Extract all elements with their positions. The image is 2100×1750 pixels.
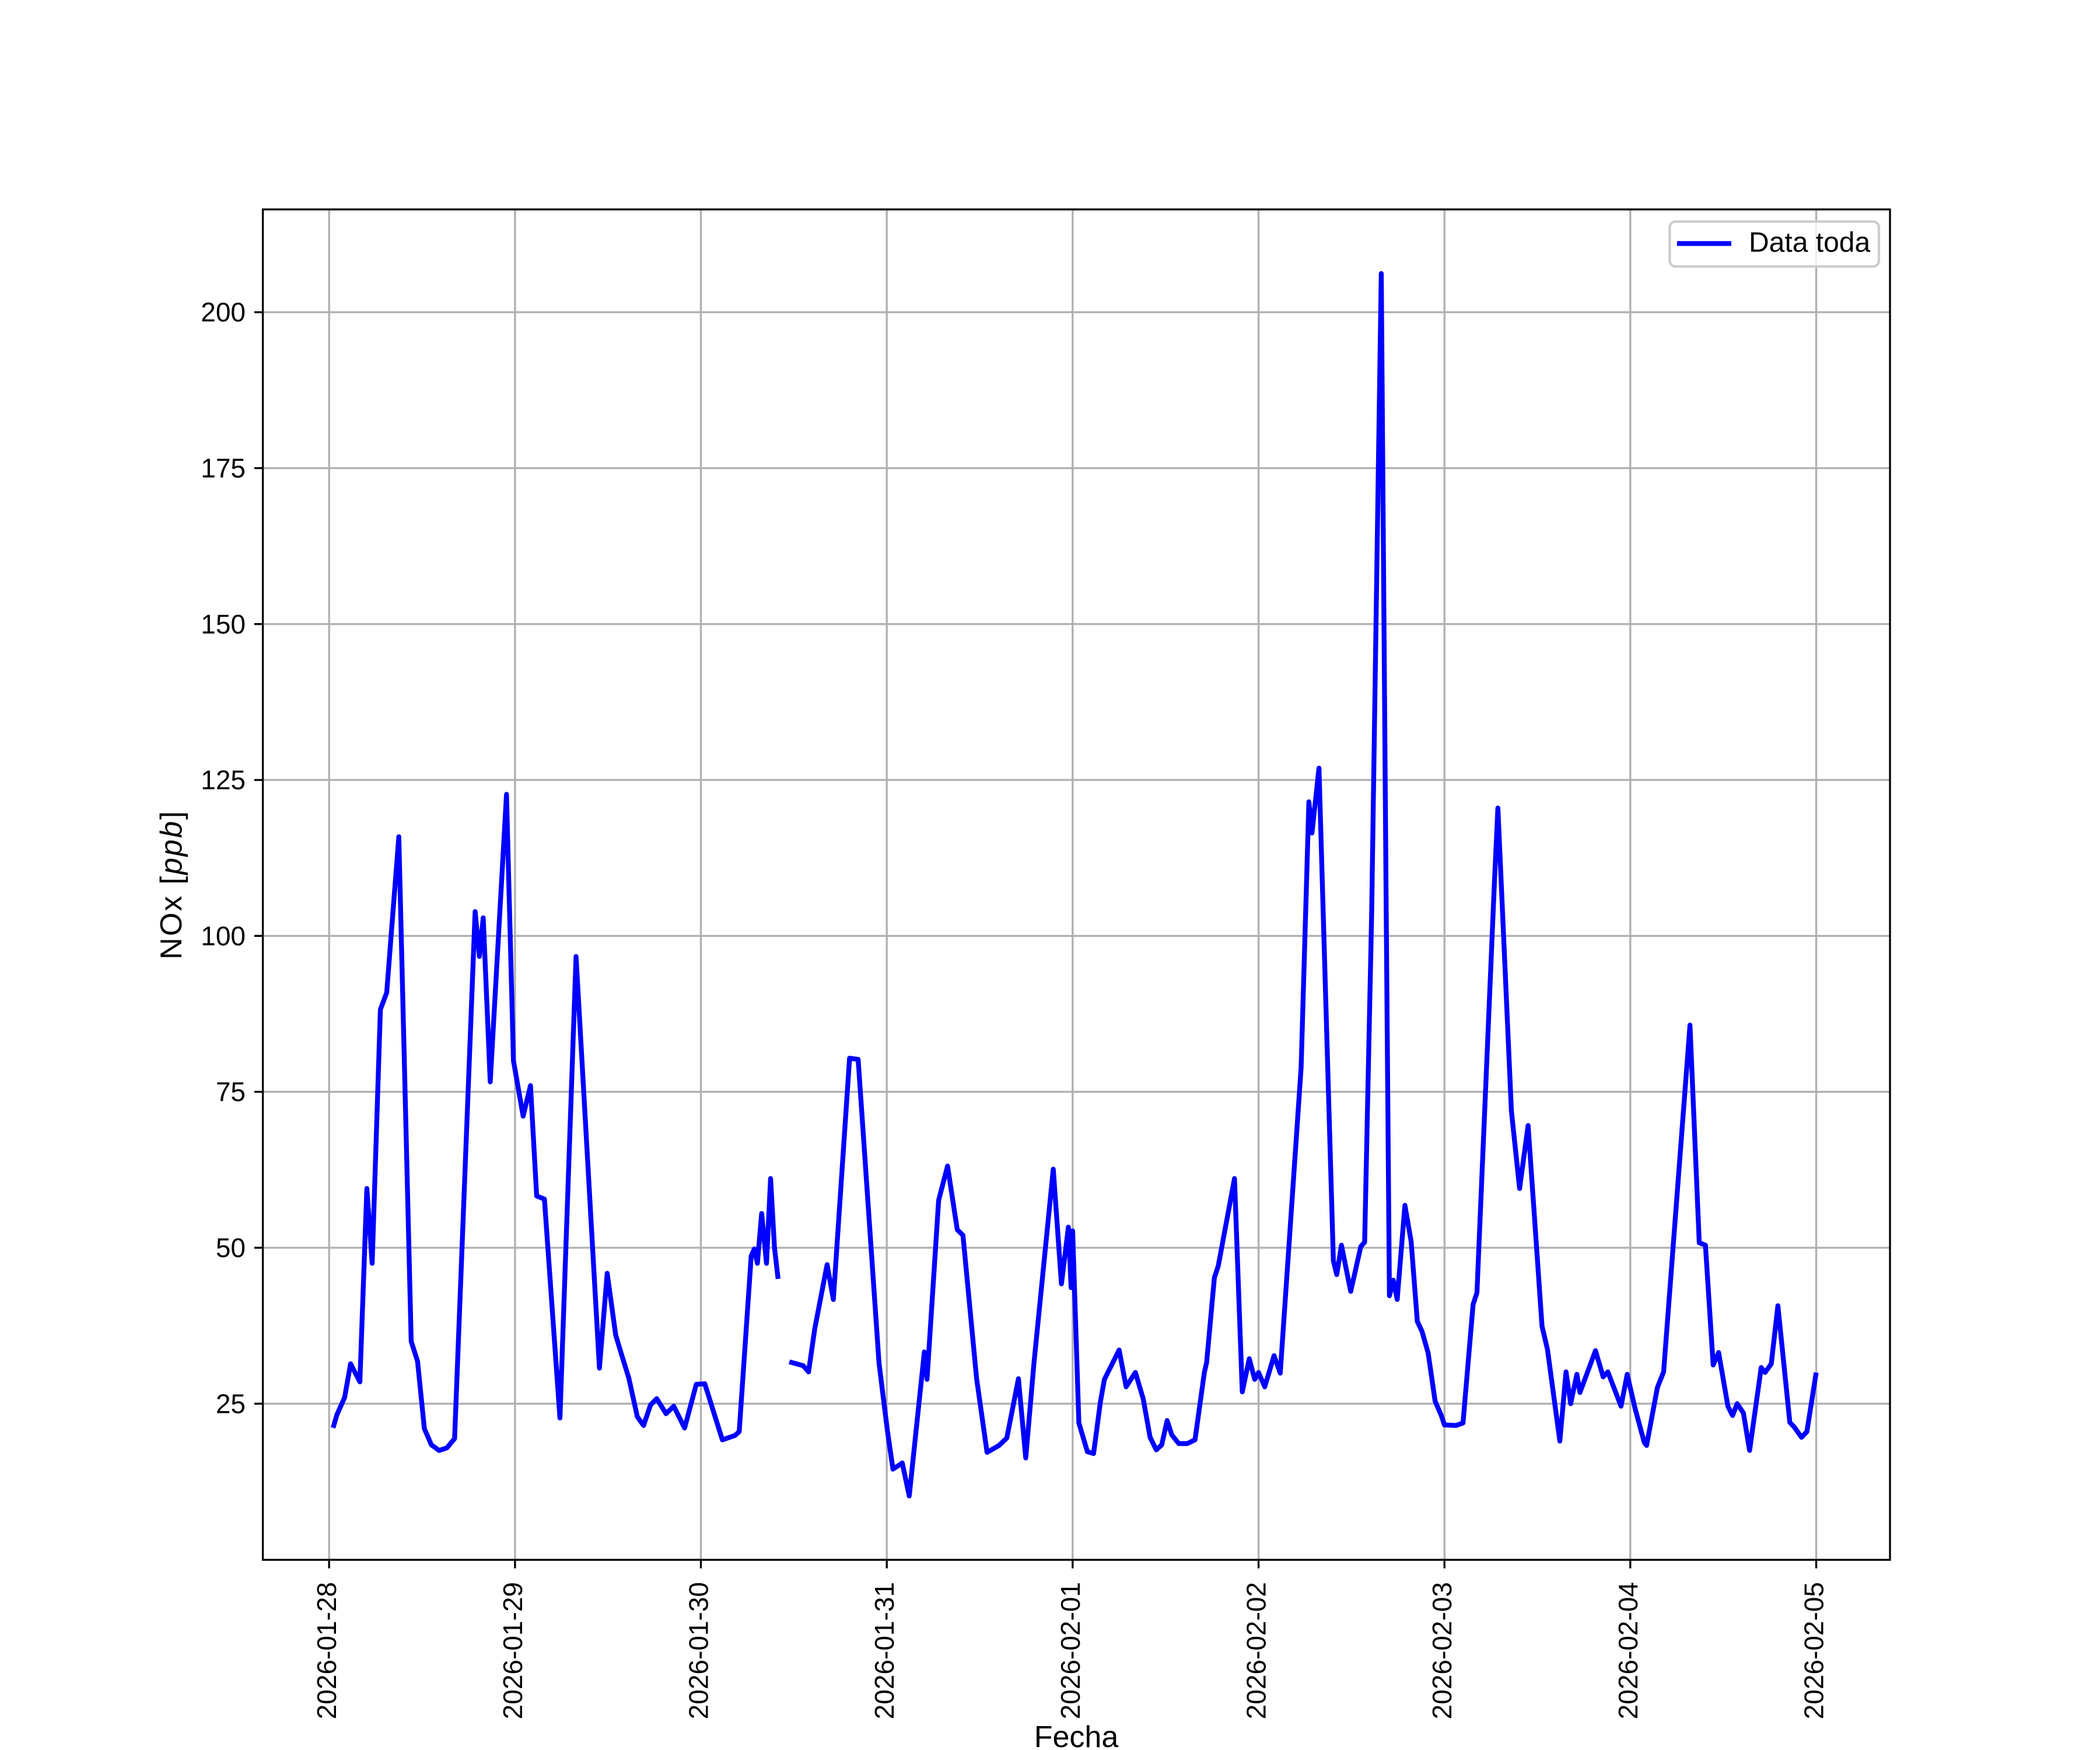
svg-text:2026-01-29: 2026-01-29: [498, 1582, 528, 1719]
svg-text:150: 150: [201, 609, 246, 639]
svg-text:2026-02-04: 2026-02-04: [1613, 1582, 1643, 1719]
svg-text:2026-01-31: 2026-01-31: [869, 1582, 900, 1719]
svg-text:2026-02-02: 2026-02-02: [1241, 1582, 1272, 1719]
svg-text:NOx [ppb]: NOx [ppb]: [155, 810, 188, 960]
svg-text:2026-01-28: 2026-01-28: [312, 1582, 342, 1719]
svg-text:100: 100: [201, 921, 246, 951]
svg-text:75: 75: [216, 1077, 246, 1107]
svg-text:2026-01-30: 2026-01-30: [684, 1582, 714, 1719]
svg-text:2026-02-01: 2026-02-01: [1055, 1582, 1086, 1719]
svg-text:2026-02-05: 2026-02-05: [1799, 1582, 1829, 1719]
svg-text:25: 25: [216, 1388, 246, 1419]
svg-text:50: 50: [216, 1233, 246, 1263]
svg-text:Data toda: Data toda: [1749, 228, 1870, 258]
svg-text:175: 175: [201, 453, 246, 484]
svg-text:200: 200: [201, 297, 246, 327]
svg-text:Fecha: Fecha: [1034, 1720, 1119, 1750]
svg-text:2026-02-03: 2026-02-03: [1427, 1582, 1457, 1719]
svg-text:125: 125: [201, 765, 246, 795]
